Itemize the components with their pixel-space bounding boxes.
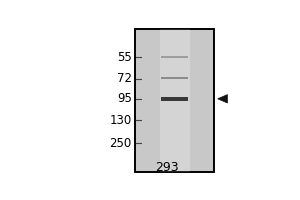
Bar <box>161 97 188 101</box>
Bar <box>135 29 214 172</box>
Text: 55: 55 <box>117 51 132 64</box>
Bar <box>161 56 188 58</box>
Text: 72: 72 <box>117 72 132 85</box>
Bar <box>135 29 214 172</box>
Text: 95: 95 <box>117 92 132 105</box>
Text: 250: 250 <box>110 137 132 150</box>
Polygon shape <box>218 95 227 103</box>
Bar <box>160 29 190 172</box>
Bar <box>161 77 188 79</box>
Text: 130: 130 <box>110 114 132 127</box>
Text: 293: 293 <box>155 161 178 174</box>
